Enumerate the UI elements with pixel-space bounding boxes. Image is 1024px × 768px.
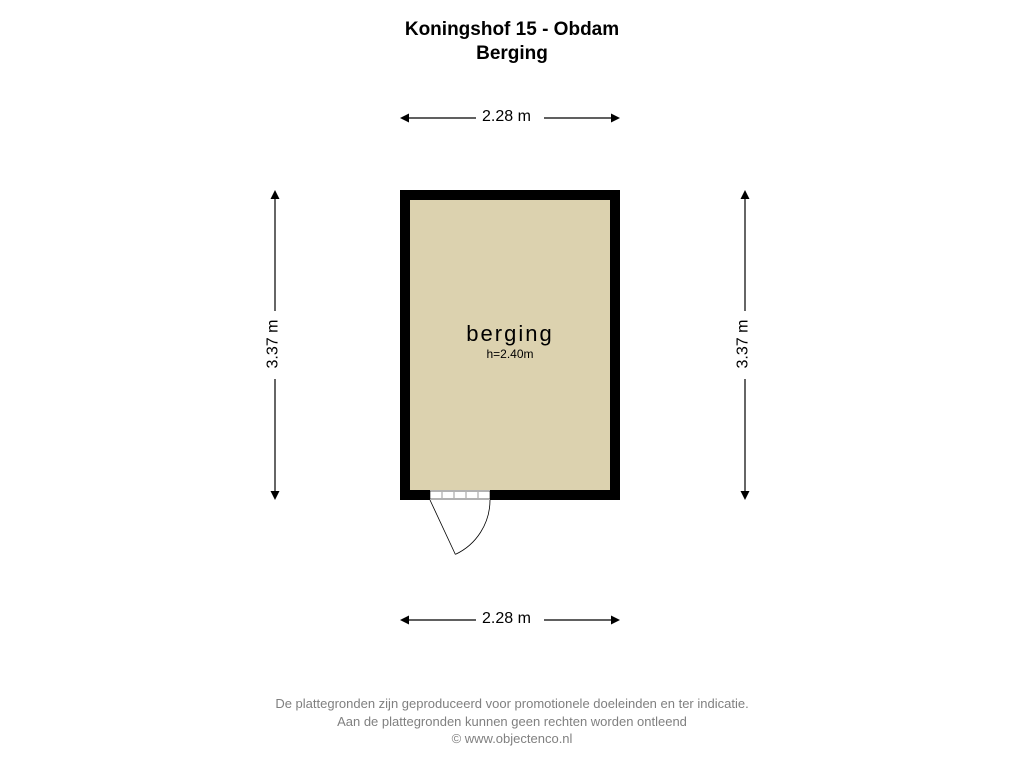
footer-line-3: © www.objectenco.nl (0, 730, 1024, 748)
dimension-label-top: 2.28 m (482, 108, 531, 126)
footer-line-1: De plattegronden zijn geproduceerd voor … (0, 695, 1024, 713)
dimension-label-right: 3.37 m (734, 320, 752, 369)
dimension-label-bottom: 2.28 m (482, 610, 531, 628)
room-name: berging (466, 321, 553, 347)
dimension-label-left: 3.37 m (264, 320, 282, 369)
footer-line-2: Aan de plattegronden kunnen geen rechten… (0, 713, 1024, 731)
footer-disclaimer: De plattegronden zijn geproduceerd voor … (0, 695, 1024, 748)
room-height-label: h=2.40m (486, 347, 533, 361)
